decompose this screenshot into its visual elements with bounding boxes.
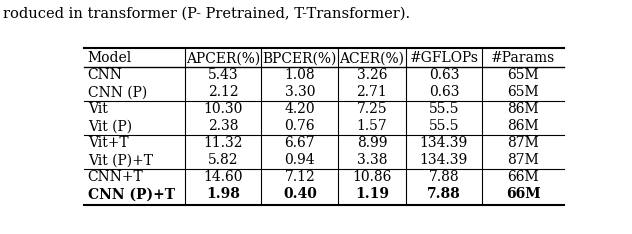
Text: Vit+T: Vit+T [88, 136, 128, 150]
Text: 3.38: 3.38 [356, 153, 387, 167]
Text: 3.26: 3.26 [356, 68, 387, 82]
Text: 87M: 87M [507, 136, 539, 150]
Text: ACER(%): ACER(%) [339, 51, 404, 65]
Text: 11.32: 11.32 [204, 136, 243, 150]
Text: 86M: 86M [507, 119, 539, 133]
Text: 2.38: 2.38 [208, 119, 238, 133]
Text: 134.39: 134.39 [420, 136, 468, 150]
Text: CNN (P)+T: CNN (P)+T [88, 187, 174, 201]
Text: roduced in transformer (P- Pretrained, T-Transformer).: roduced in transformer (P- Pretrained, T… [3, 7, 410, 21]
Text: 6.67: 6.67 [284, 136, 315, 150]
Text: CNN: CNN [88, 68, 123, 82]
Text: 7.88: 7.88 [428, 170, 459, 184]
Text: 0.94: 0.94 [284, 153, 315, 167]
Text: 1.57: 1.57 [356, 119, 387, 133]
Text: 65M: 65M [507, 68, 539, 82]
Text: 5.82: 5.82 [208, 153, 238, 167]
Text: 66M: 66M [506, 187, 540, 201]
Text: 55.5: 55.5 [428, 119, 459, 133]
Text: 2.12: 2.12 [208, 85, 238, 99]
Text: 1.98: 1.98 [206, 187, 240, 201]
Text: 10.86: 10.86 [352, 170, 392, 184]
Text: #GFLOPs: #GFLOPs [410, 51, 478, 65]
Text: Vit (P)+T: Vit (P)+T [88, 153, 153, 167]
Text: 134.39: 134.39 [420, 153, 468, 167]
Text: CNN (P): CNN (P) [88, 85, 147, 99]
Text: 8.99: 8.99 [356, 136, 387, 150]
Text: 0.76: 0.76 [284, 119, 315, 133]
Text: 66M: 66M [507, 170, 539, 184]
Text: 1.08: 1.08 [284, 68, 315, 82]
Text: 7.25: 7.25 [356, 102, 387, 116]
Text: Vit: Vit [88, 102, 107, 116]
Text: 10.30: 10.30 [204, 102, 243, 116]
Text: APCER(%): APCER(%) [186, 51, 260, 65]
Text: Vit (P): Vit (P) [88, 119, 132, 133]
Text: 0.63: 0.63 [428, 68, 459, 82]
Text: 1.19: 1.19 [355, 187, 389, 201]
Text: Model: Model [88, 51, 132, 65]
Text: #Params: #Params [491, 51, 556, 65]
Text: 5.43: 5.43 [208, 68, 238, 82]
Text: 55.5: 55.5 [428, 102, 459, 116]
Text: 0.40: 0.40 [283, 187, 317, 201]
Text: 0.63: 0.63 [428, 85, 459, 99]
Text: 87M: 87M [507, 153, 539, 167]
Text: 65M: 65M [507, 85, 539, 99]
Text: 14.60: 14.60 [204, 170, 243, 184]
Text: 2.71: 2.71 [356, 85, 387, 99]
Text: 4.20: 4.20 [284, 102, 315, 116]
Text: 86M: 86M [507, 102, 539, 116]
Text: 7.88: 7.88 [427, 187, 461, 201]
Text: 3.30: 3.30 [284, 85, 315, 99]
Text: BPCER(%): BPCER(%) [263, 51, 337, 65]
Text: 7.12: 7.12 [284, 170, 315, 184]
Text: CNN+T: CNN+T [88, 170, 143, 184]
